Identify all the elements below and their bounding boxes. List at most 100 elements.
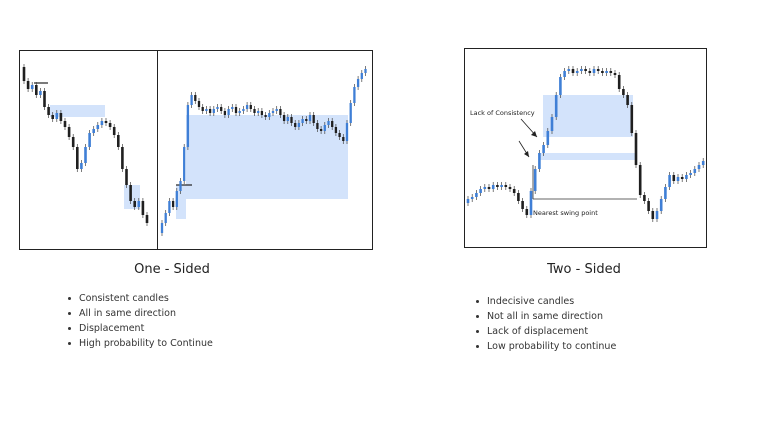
candlestick xyxy=(305,116,308,124)
candlestick xyxy=(26,78,30,92)
candlestick xyxy=(117,132,120,150)
candlestick xyxy=(67,124,71,140)
candlestick xyxy=(234,104,238,116)
candlestick xyxy=(588,68,592,76)
bullet-icon xyxy=(68,342,71,345)
candlestick xyxy=(63,118,67,130)
candlestick xyxy=(179,178,182,194)
candlestick xyxy=(331,118,334,130)
candlestick xyxy=(643,192,646,204)
candlestick xyxy=(238,108,241,116)
candlestick xyxy=(216,104,219,112)
candlestick xyxy=(297,120,301,130)
candlestick xyxy=(559,74,562,98)
candlestick xyxy=(521,198,524,212)
candlestick xyxy=(80,160,83,172)
candlestick xyxy=(668,172,671,190)
list-item: Displacement xyxy=(66,321,213,336)
candlestick xyxy=(466,196,470,206)
imbalance-zone xyxy=(539,153,635,160)
candlestick xyxy=(634,130,638,168)
candlestick xyxy=(364,66,367,76)
candlestick xyxy=(249,102,252,112)
candlestick xyxy=(47,104,50,118)
candlestick xyxy=(512,186,516,196)
candlestick xyxy=(104,118,108,126)
candlestick xyxy=(672,172,676,184)
candlestick xyxy=(168,198,171,216)
candlestick xyxy=(538,150,541,172)
candlestick xyxy=(504,182,508,190)
candlestick xyxy=(290,114,293,126)
lack-of-consistency-label: Lack of Consistency xyxy=(470,109,535,117)
list-item: Consistent candles xyxy=(66,291,213,306)
candlestick xyxy=(125,166,128,188)
bullet-icon xyxy=(476,345,479,348)
imbalance-zone xyxy=(176,185,186,219)
candlestick xyxy=(227,106,230,118)
candlestick xyxy=(542,142,545,156)
candlestick xyxy=(345,120,349,144)
candlestick xyxy=(35,82,38,98)
candlestick xyxy=(487,184,491,192)
candlestick xyxy=(546,128,550,148)
candlestick xyxy=(609,68,613,76)
candlestick xyxy=(231,104,234,112)
candlestick xyxy=(201,104,204,114)
imbalance-zone xyxy=(50,105,105,117)
bullet-icon xyxy=(476,330,479,333)
candlestick xyxy=(689,170,692,178)
candlestick xyxy=(676,174,680,184)
bullet-icon xyxy=(68,297,71,300)
candlestick xyxy=(655,208,659,222)
candlestick xyxy=(664,184,667,202)
one-sided-bullet-list: Consistent candles All in same direction… xyxy=(66,291,213,351)
list-item: All in same direction xyxy=(66,306,213,321)
candlestick xyxy=(220,104,223,114)
candlestick xyxy=(630,102,634,136)
candlestick xyxy=(84,144,87,166)
one-sided-chart-a-svg xyxy=(22,64,149,226)
candlestick xyxy=(327,118,330,128)
candlestick xyxy=(316,120,319,132)
candlestick xyxy=(496,182,499,190)
candlestick xyxy=(491,182,495,192)
candlestick xyxy=(483,184,487,192)
candlestick xyxy=(133,198,136,210)
candlestick xyxy=(529,188,533,218)
one-sided-caption: One - Sided xyxy=(134,262,210,277)
candlestick xyxy=(171,198,175,210)
candlestick xyxy=(308,112,312,124)
candlestick xyxy=(685,172,688,182)
candlestick xyxy=(190,92,193,108)
candlestick xyxy=(294,120,297,130)
candlestick xyxy=(205,106,208,114)
candlestick xyxy=(500,182,503,190)
candlestick xyxy=(208,106,212,116)
candlestick xyxy=(613,70,617,78)
candlestick xyxy=(596,66,600,74)
candlestick xyxy=(88,130,91,150)
candlestick xyxy=(680,174,684,182)
candlestick xyxy=(580,66,583,74)
list-item: Indecisive candles xyxy=(474,294,616,309)
candlestick xyxy=(697,162,701,172)
list-item: Not all in same direction xyxy=(474,309,616,324)
candlestick xyxy=(605,68,608,76)
candlestick xyxy=(43,88,46,110)
bullet-icon xyxy=(476,315,479,318)
candlestick xyxy=(112,124,116,138)
bullet-icon xyxy=(476,300,479,303)
one-sided-chart-b xyxy=(157,50,373,250)
imbalance-zone xyxy=(543,95,633,137)
candlestick xyxy=(349,100,352,126)
candlestick xyxy=(301,116,304,126)
candlestick xyxy=(319,126,323,134)
one-sided-chart-a xyxy=(19,50,158,250)
candlestick xyxy=(257,108,260,116)
candlestick xyxy=(279,106,282,118)
candlestick xyxy=(129,182,132,204)
candlestick xyxy=(617,72,621,92)
two-sided-caption: Two - Sided xyxy=(547,262,621,277)
candlestick xyxy=(145,212,149,226)
